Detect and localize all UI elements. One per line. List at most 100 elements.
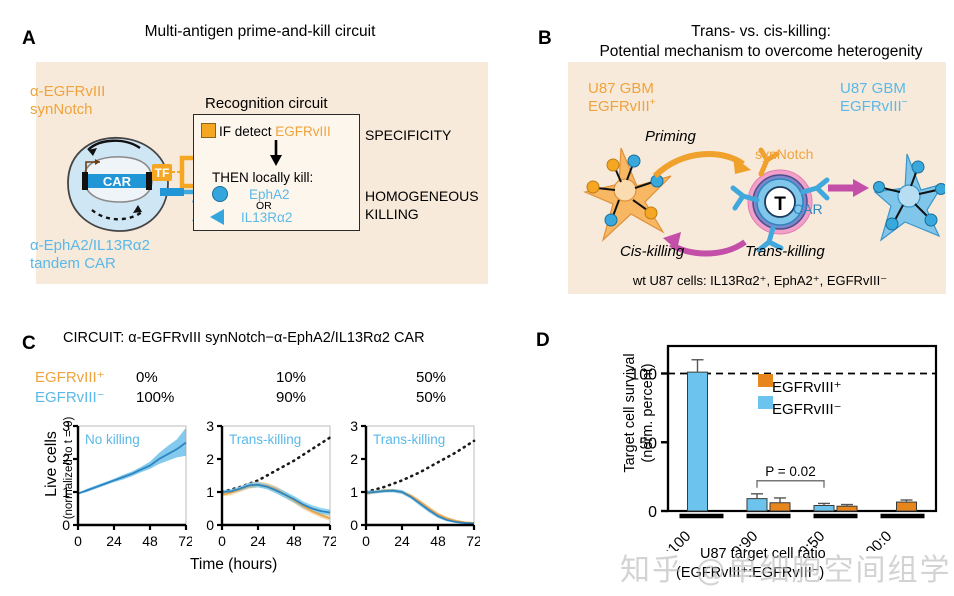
panel-c-chart-2: 0 1 2 3 0 24 48 72 Trans-killing xyxy=(350,420,480,549)
panel-c-ratio-2: 50% 50% xyxy=(416,368,446,407)
panel-c-title: CIRCUIT: α-EGFRvIII synNotch−α-EphA2/IL1… xyxy=(63,330,425,346)
svg-text:Trans-killing: Trans-killing xyxy=(373,432,445,447)
priming-label: Priming xyxy=(645,128,696,145)
synnotch-label-line1: α-EGFRvIII xyxy=(30,83,106,100)
svg-text:24: 24 xyxy=(394,533,410,549)
svg-text:48: 48 xyxy=(142,533,158,549)
panel-b-title-line1: Trans- vs. cis-killing: xyxy=(691,23,831,40)
cis-killing-label: Cis-killing xyxy=(620,243,685,260)
svg-text:0: 0 xyxy=(218,533,226,549)
panel-b-caption: wt U87 cells: IL13Rα2⁺, EphA2⁺, EGFRvIII… xyxy=(632,273,888,288)
svg-text:48: 48 xyxy=(430,533,446,549)
panel-d-letter: D xyxy=(536,330,550,351)
panel-c-chart-1: 0 1 2 3 0 24 48 72 Trans-killing xyxy=(206,420,336,549)
left-cell-line2: EGFRvIII+ xyxy=(588,97,656,116)
svg-text:1: 1 xyxy=(62,484,70,500)
ratio-2-neg: 50% xyxy=(416,388,447,406)
svg-text:48: 48 xyxy=(286,533,302,549)
svg-text:0: 0 xyxy=(648,504,657,521)
svg-text:50: 50 xyxy=(639,435,657,452)
rule-target-il13ra2: IL13Rα2 xyxy=(241,210,293,225)
panel-b-letter: B xyxy=(538,28,552,49)
right-cell-line2: EGFRvIII− xyxy=(840,97,908,116)
panel-b-title: Trans- vs. cis-killing: Potential mechan… xyxy=(568,22,954,62)
recognition-rule-if-row: IF detect EGFRvIII xyxy=(201,123,331,139)
panel-a-car-label: α-EphA2/IL13Rα2 tandem CAR xyxy=(30,237,150,274)
panel-a-title: Multi-antigen prime-and-kill circuit xyxy=(144,23,376,40)
svg-text:2: 2 xyxy=(206,451,214,467)
svg-text:2: 2 xyxy=(62,451,70,467)
t-cell-icon: T xyxy=(730,147,830,253)
homog-line2: KILLING xyxy=(365,205,419,222)
panel-c-xlabel: Time (hours) xyxy=(190,556,278,573)
left-cell-line1: U87 GBM xyxy=(588,80,654,97)
car-label-line2: tandem CAR xyxy=(30,255,116,273)
rule-if-antigen: EGFRvIII xyxy=(275,124,331,139)
rule-if-text: IF detect xyxy=(219,124,272,139)
panel-c-ratio-0: 0% 100% xyxy=(136,368,174,407)
panel-a-synnotch-label: α-EGFRvIII synNotch xyxy=(30,83,105,120)
svg-text:0: 0 xyxy=(74,533,82,549)
panel-b-right-cell-label: U87 GBM EGFRvIII− xyxy=(840,80,908,117)
svg-text:3: 3 xyxy=(62,420,70,434)
recognition-circuit-title: Recognition circuit xyxy=(205,95,328,112)
outcome-homogeneous-killing: HOMOGENEOUS KILLING xyxy=(365,188,479,223)
panel-c-legend-positive: EGFRvIII⁺ xyxy=(35,369,105,386)
svg-text:100: 100 xyxy=(630,367,657,384)
panel-d-legend-label-neg: EGFRvIII⁻ xyxy=(772,401,842,418)
svg-text:0: 0 xyxy=(206,517,214,533)
svg-text:P = 0.02: P = 0.02 xyxy=(765,464,815,479)
panel-d-xlabel-line2: (EGFRvIII⁺:EGFRvIII⁻) xyxy=(676,565,825,581)
right-cell-line1: U87 GBM xyxy=(840,80,906,97)
panel-b-car-label: CAR xyxy=(793,201,823,217)
priming-arrow-icon xyxy=(652,151,751,179)
t-cell-schematic-icon: CAR TF xyxy=(67,136,208,232)
panel-d-xlabel-line1: U87 target cell ratio xyxy=(700,546,826,562)
ratio-1-pos: 10% xyxy=(276,369,307,386)
panel-c-chart-0: 0 1 2 3 0 24 48 72 No killing xyxy=(62,420,192,549)
svg-text:72: 72 xyxy=(466,533,480,549)
egfrviii-swatch-icon xyxy=(201,123,216,138)
il13ra2-triangle-icon xyxy=(210,209,224,225)
svg-text:0:100: 0:100 xyxy=(656,528,695,551)
cis-killing-arrow-icon xyxy=(663,232,747,257)
panel-b-left-cell-label: U87 GBM EGFRvIII+ xyxy=(588,80,656,117)
rule-or-text: OR xyxy=(256,200,272,212)
rule-target-epha2: EphA2 xyxy=(249,187,290,202)
rule-then-text: THEN locally kill: xyxy=(212,170,314,185)
epha2-circle-icon xyxy=(212,186,228,202)
svg-text:100:0: 100:0 xyxy=(857,528,896,551)
synnotch-label-line2: synNotch xyxy=(30,101,93,119)
car-label-line1: α-EphA2/IL13Rα2 xyxy=(30,237,150,254)
panel-d-legend-label-pos: EGFRvIII⁺ xyxy=(772,379,842,396)
svg-text:72: 72 xyxy=(322,533,336,549)
trans-killing-label: Trans-killing xyxy=(745,243,825,260)
ratio-2-pos: 50% xyxy=(416,369,447,386)
ratio-1-neg: 90% xyxy=(276,388,307,406)
svg-text:Trans-killing: Trans-killing xyxy=(229,432,301,447)
trans-killing-arrow-icon xyxy=(828,179,869,197)
svg-text:0: 0 xyxy=(362,533,370,549)
svg-text:0: 0 xyxy=(62,517,70,533)
svg-text:0: 0 xyxy=(350,517,358,533)
svg-text:No killing: No killing xyxy=(85,432,140,447)
homog-line1: HOMOGENEOUS xyxy=(365,188,479,204)
svg-text:TF: TF xyxy=(155,166,170,180)
svg-text:3: 3 xyxy=(350,420,358,434)
panel-c-letter: C xyxy=(22,333,36,354)
panel-a-letter: A xyxy=(22,28,36,49)
svg-text:3: 3 xyxy=(206,420,214,434)
egfrviii-negative-tumor-cell-icon xyxy=(873,153,945,242)
svg-text:1: 1 xyxy=(206,484,214,500)
svg-text:72: 72 xyxy=(178,533,192,549)
panel-c-legend-negative: EGFRvIII⁻ xyxy=(35,389,105,406)
svg-text:2: 2 xyxy=(350,451,358,467)
ratio-0-neg: 100% xyxy=(136,388,175,406)
trans-cis-killing-diagram: T xyxy=(583,147,945,257)
svg-text:1: 1 xyxy=(350,484,358,500)
svg-text:24: 24 xyxy=(250,533,266,549)
recognition-circuit-box: IF detect EGFRvIII THEN locally kill: Ep… xyxy=(193,114,360,231)
panel-b-title-line2: Potential mechanism to overcome heteroge… xyxy=(599,42,923,60)
panel-c-ratio-1: 10% 90% xyxy=(276,368,306,407)
